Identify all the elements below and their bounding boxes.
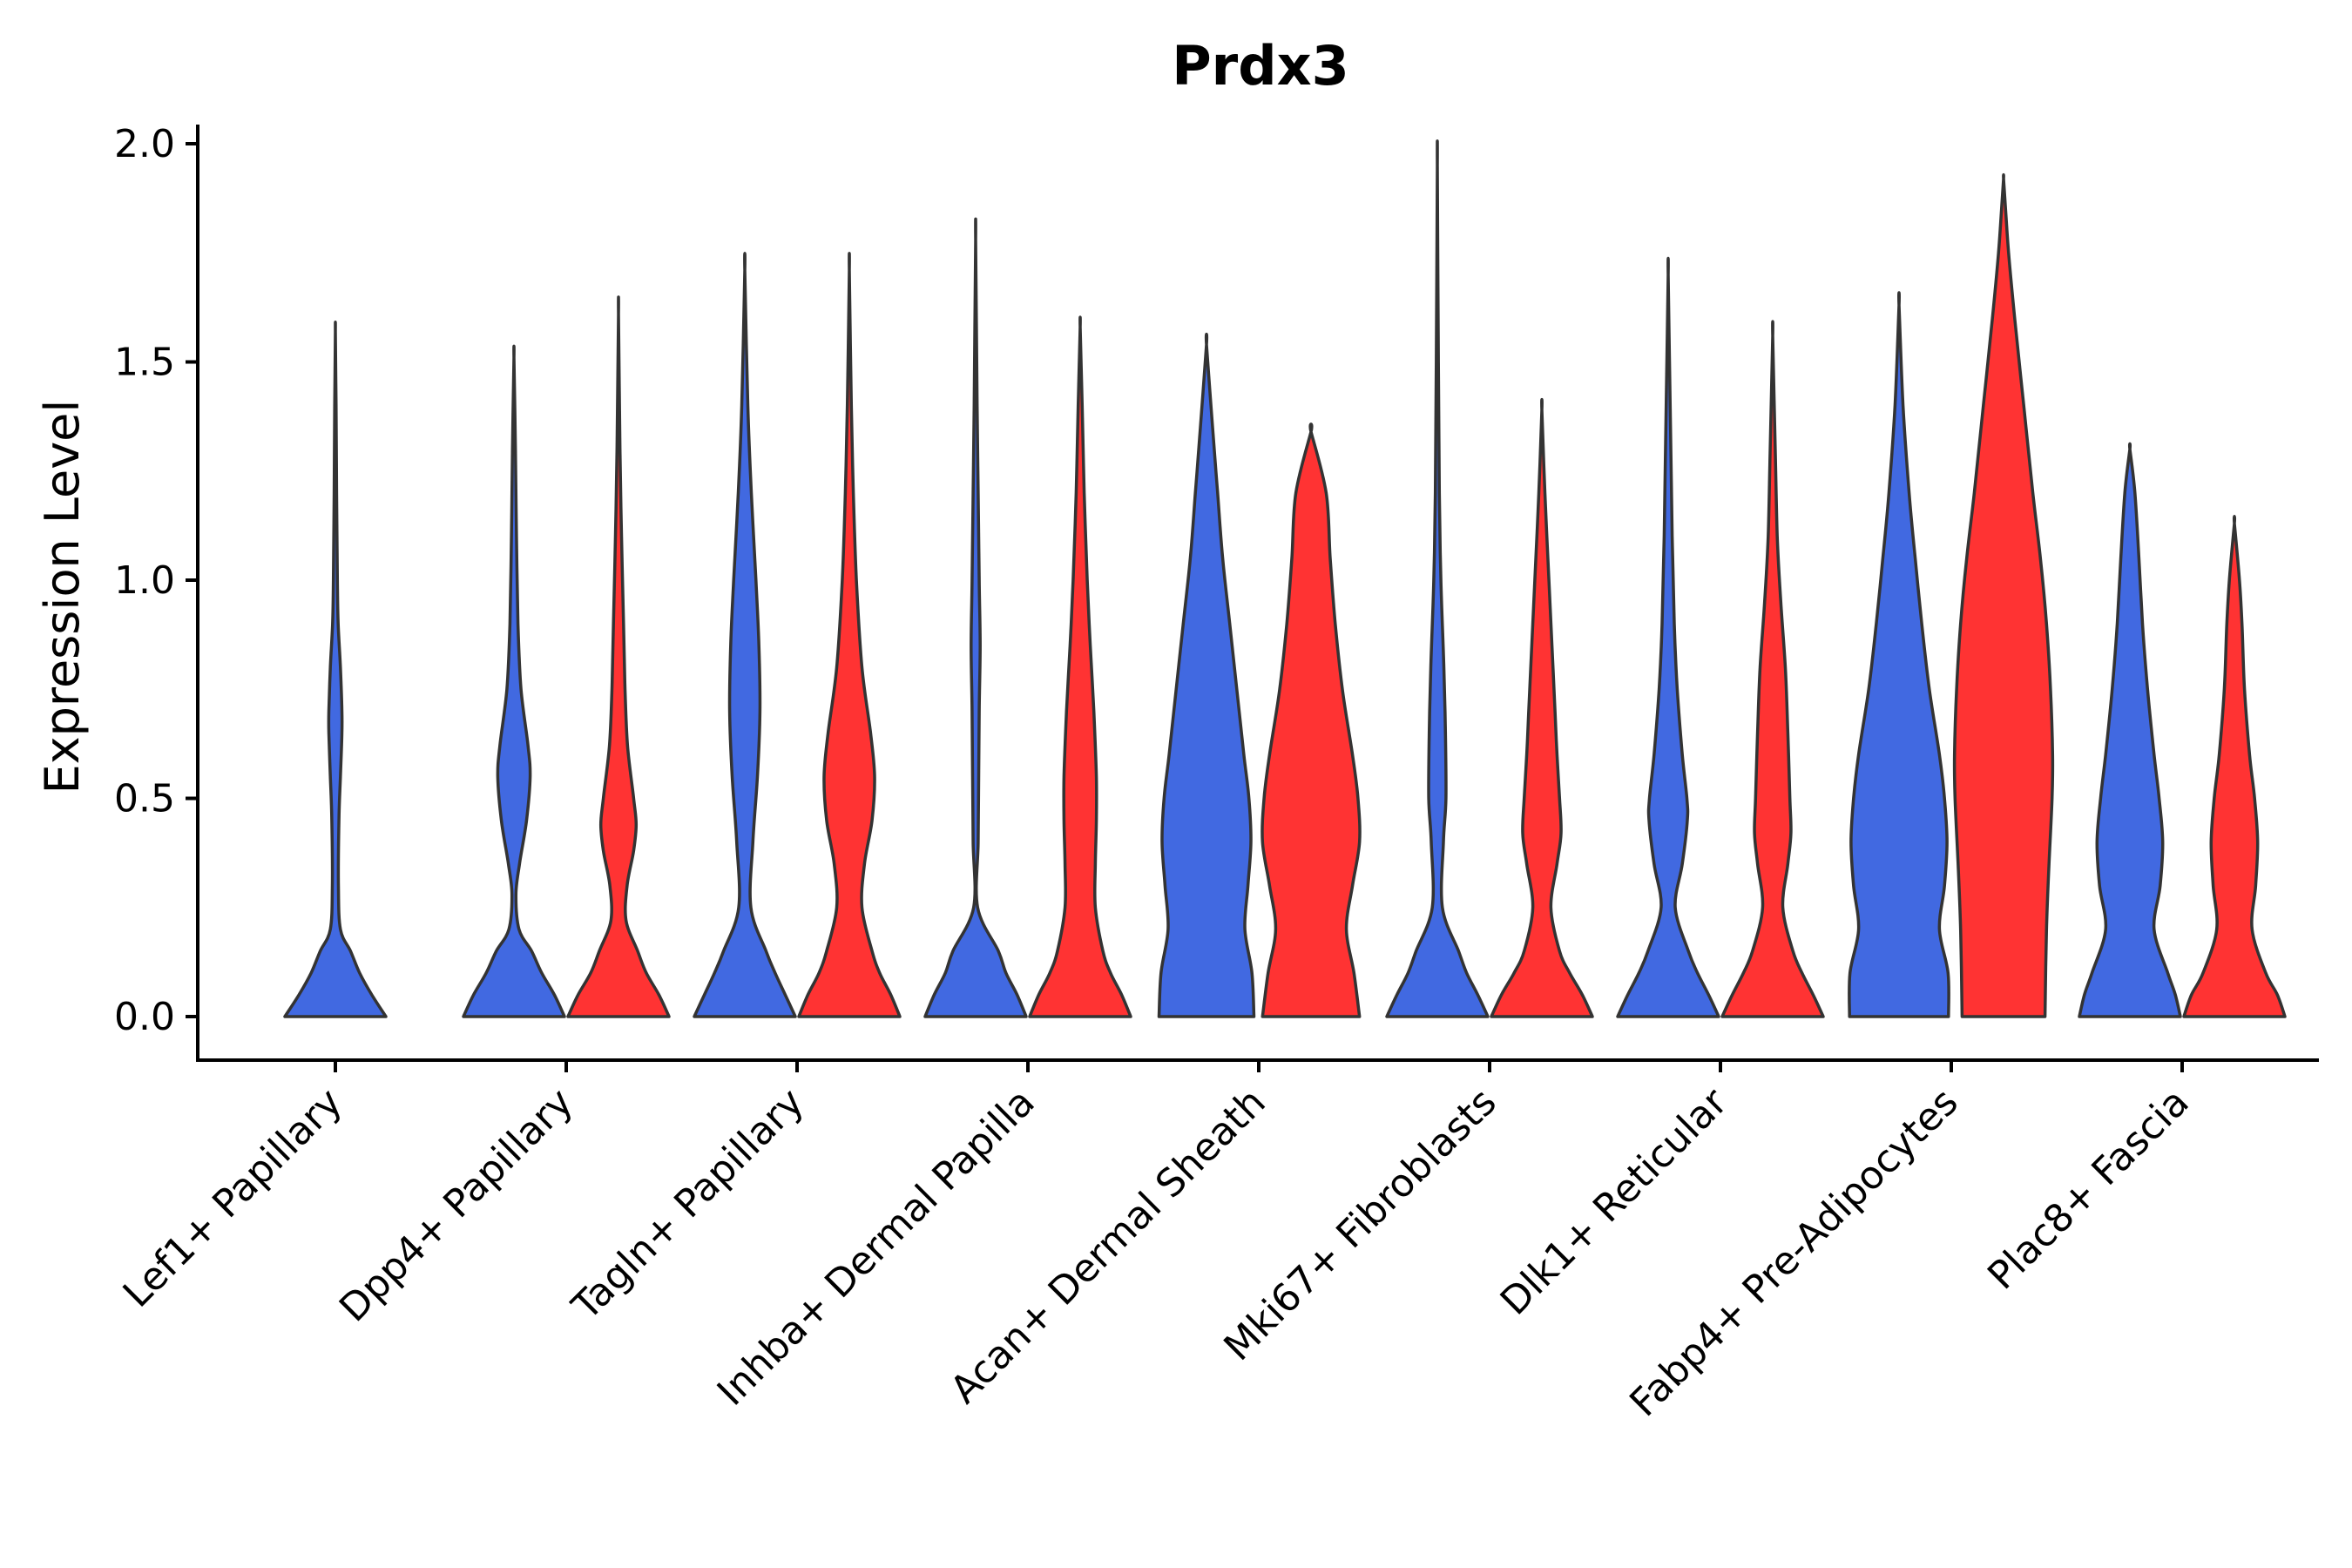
x-tick-label: Dpp4+ Papillary xyxy=(331,1080,582,1331)
y-axis-label: Expression Level xyxy=(35,400,90,794)
violins-group xyxy=(283,139,2287,1018)
y-tick-label: 1.0 xyxy=(114,558,175,603)
x-tick-label: Dlk1+ Reticular xyxy=(1492,1079,1737,1324)
violin-plac8-fascia-blue xyxy=(2078,442,2182,1018)
y-tick-label: 2.0 xyxy=(114,122,175,166)
violin-tagln-papillary-red xyxy=(797,252,902,1018)
violin-acan-dermal-sheath-blue xyxy=(1157,332,1256,1018)
x-tick-label: Tagln+ Papillary xyxy=(564,1080,813,1329)
violin-mki67-fibroblasts-blue xyxy=(1385,139,1490,1018)
y-tick-label: 0.0 xyxy=(114,995,175,1039)
x-tick-label: Lef1+ Papillary xyxy=(115,1080,351,1316)
chart-title: Prdx3 xyxy=(1172,34,1349,98)
violin-fabp4-pre-adipocytes-red xyxy=(1952,172,2055,1018)
x-tick-label: Plac8+ Fascia xyxy=(1979,1080,2198,1299)
violin-inhba-dermal-papilla-red xyxy=(1028,315,1132,1018)
y-tick-label: 0.5 xyxy=(114,777,175,821)
violin-acan-dermal-sheath-red xyxy=(1260,422,1362,1018)
violin-dlk1-reticular-blue xyxy=(1616,256,1720,1018)
violin-fabp4-pre-adipocytes-blue xyxy=(1848,291,1950,1018)
violin-plac8-fascia-red xyxy=(2182,514,2287,1018)
violin-mki67-fibroblasts-red xyxy=(1490,397,1594,1018)
violin-dpp4-papillary-red xyxy=(566,295,671,1018)
y-tick-label: 1.5 xyxy=(114,341,175,385)
violin-dpp4-papillary-blue xyxy=(462,344,566,1018)
violin-inhba-dermal-papilla-blue xyxy=(923,217,1028,1018)
violin-dlk1-reticular-red xyxy=(1720,320,1825,1018)
violin-lef1-papillary-blue xyxy=(283,321,388,1018)
y-ticks-group: 0.0 0.5 1.0 1.5 2.0 xyxy=(114,122,198,1039)
violin-tagln-papillary-blue xyxy=(693,252,797,1018)
